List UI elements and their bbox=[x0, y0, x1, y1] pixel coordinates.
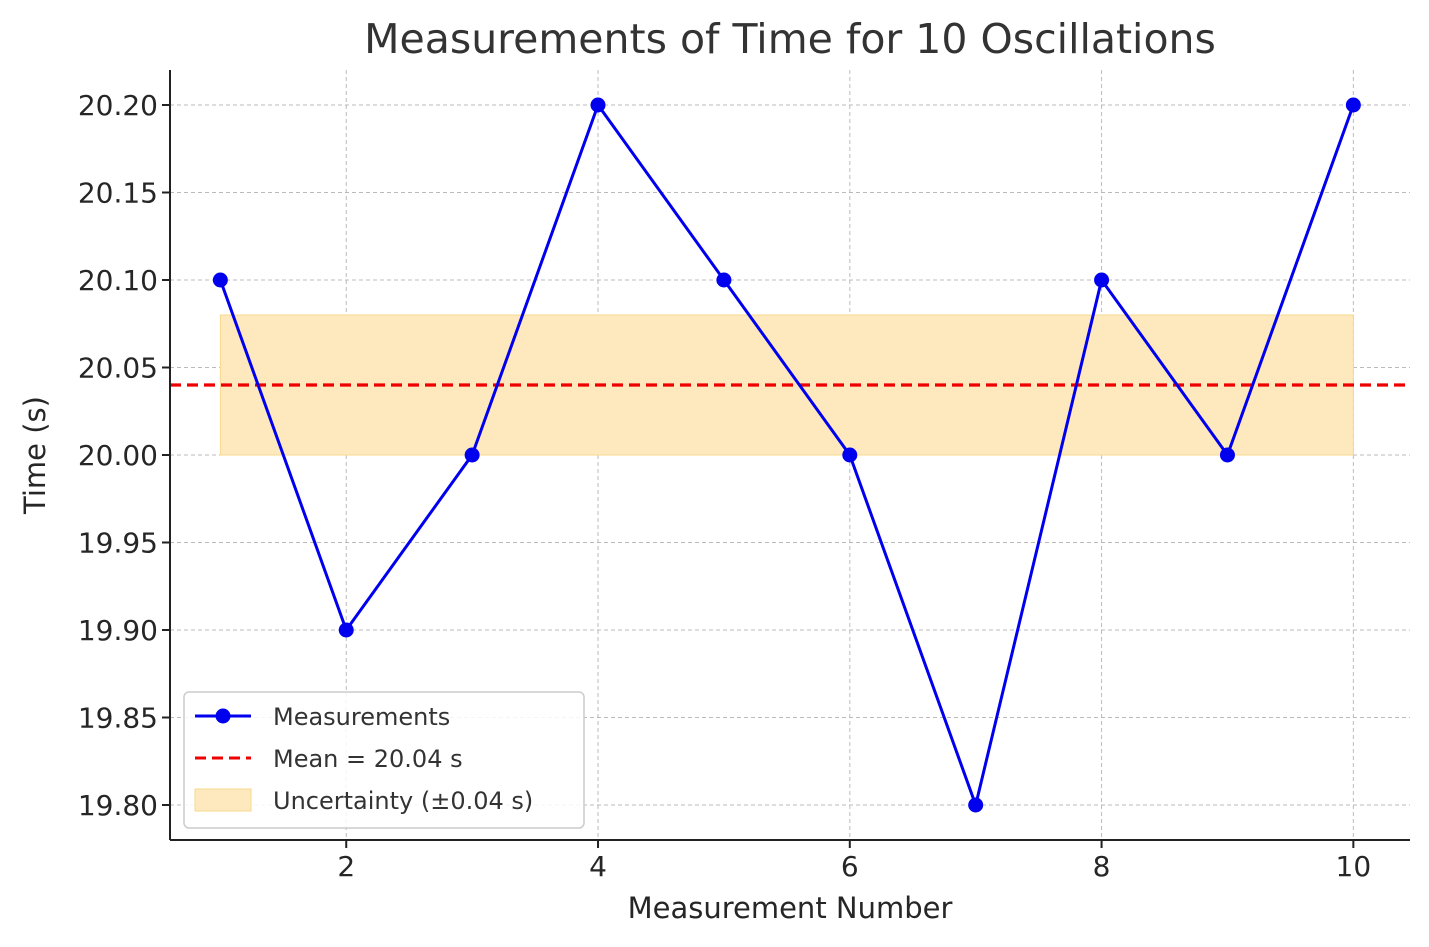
data-point-5 bbox=[716, 272, 732, 288]
x-tick-label-2: 2 bbox=[337, 850, 355, 883]
data-point-2 bbox=[338, 622, 354, 638]
y-tick-label-20.00: 20.00 bbox=[78, 439, 158, 472]
legend-uncertainty-swatch bbox=[194, 788, 252, 812]
x-tick-labels: 2 4 6 8 10 bbox=[337, 850, 1371, 883]
data-point-8 bbox=[1094, 272, 1110, 288]
data-point-1 bbox=[212, 272, 228, 288]
data-point-9 bbox=[1219, 447, 1235, 463]
legend-measurements-label: Measurements bbox=[273, 703, 450, 731]
x-tick-label-6: 6 bbox=[841, 850, 859, 883]
y-tick-label-20.15: 20.15 bbox=[78, 177, 158, 210]
y-axis-title: Time (s) bbox=[18, 396, 52, 515]
y-tick-label-19.85: 19.85 bbox=[78, 702, 158, 735]
data-point-6 bbox=[842, 447, 858, 463]
y-tick-label-20.05: 20.05 bbox=[78, 352, 158, 385]
legend-frame bbox=[183, 691, 585, 829]
x-tick-label-8: 8 bbox=[1093, 850, 1111, 883]
legend-measurements-marker bbox=[215, 708, 231, 724]
legend-uncertainty-label: Uncertainty (±0.04 s) bbox=[273, 787, 533, 815]
data-point-10 bbox=[1345, 97, 1361, 113]
x-tick-label-10: 10 bbox=[1336, 850, 1372, 883]
y-tick-label-19.80: 19.80 bbox=[78, 789, 158, 822]
y-tick-label-20.10: 20.10 bbox=[78, 264, 158, 297]
y-tick-label-20.20: 20.20 bbox=[78, 89, 158, 122]
y-tick-label-19.90: 19.90 bbox=[78, 614, 158, 647]
data-point-4 bbox=[590, 97, 606, 113]
data-point-7 bbox=[968, 797, 984, 813]
series-layer bbox=[212, 97, 1361, 813]
x-tick-label-4: 4 bbox=[589, 850, 607, 883]
y-tick-labels: 19.80 19.85 19.90 19.95 20.00 20.05 20.10 20.15… bbox=[78, 89, 158, 822]
legend: Measurements Mean = 20.04 s Uncertainty … bbox=[183, 691, 585, 829]
data-point-3 bbox=[464, 447, 480, 463]
x-axis-title: Measurement Number bbox=[628, 891, 953, 925]
y-tick-label-19.95: 19.95 bbox=[78, 527, 158, 560]
chart-title: Measurements of Time for 10 Oscillations bbox=[364, 15, 1216, 63]
legend-mean-label: Mean = 20.04 s bbox=[273, 745, 463, 773]
axes bbox=[162, 70, 1410, 848]
series-line-0 bbox=[218, 103, 1355, 807]
